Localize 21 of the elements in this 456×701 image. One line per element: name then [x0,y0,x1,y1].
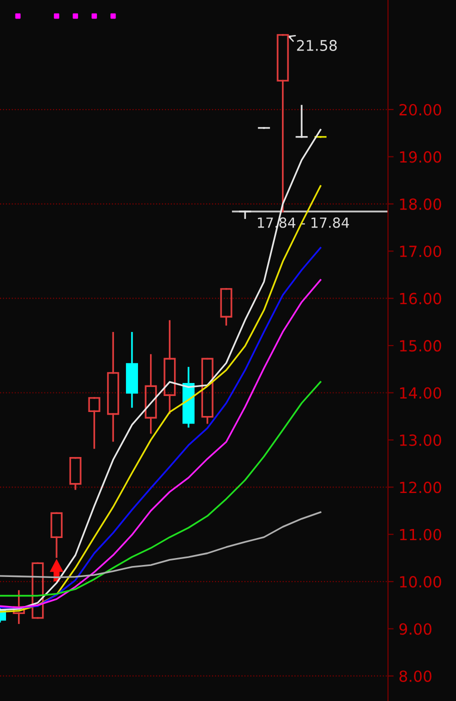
y-tick-label: 12.00 [400,482,442,494]
y-tick-label: 15.00 [400,340,442,352]
candlestick [182,366,195,428]
candlestick [164,320,176,414]
y-tick-label: 18.00 [400,198,442,210]
y-tick-label: 13.00 [400,434,442,446]
y-tick-label: 8.00 [399,670,432,682]
line-series [0,381,322,597]
y-tick-label: 19.00 [400,151,442,163]
y-tick-label: 20.00 [400,104,442,116]
y-tick-label: 17.00 [400,246,442,258]
y-tick-label: 10.00 [400,576,442,588]
y-tick-label: 11.00 [400,528,442,540]
candlestick [126,332,138,408]
y-tick-label: 16.00 [400,292,442,304]
candlestick [144,354,157,434]
y-tick-label: 14.00 [400,387,442,399]
candlestick [107,332,120,442]
annotation: 21.58 [297,40,337,51]
y-tick-label: 9.00 [399,623,432,635]
candlestick [12,590,25,624]
